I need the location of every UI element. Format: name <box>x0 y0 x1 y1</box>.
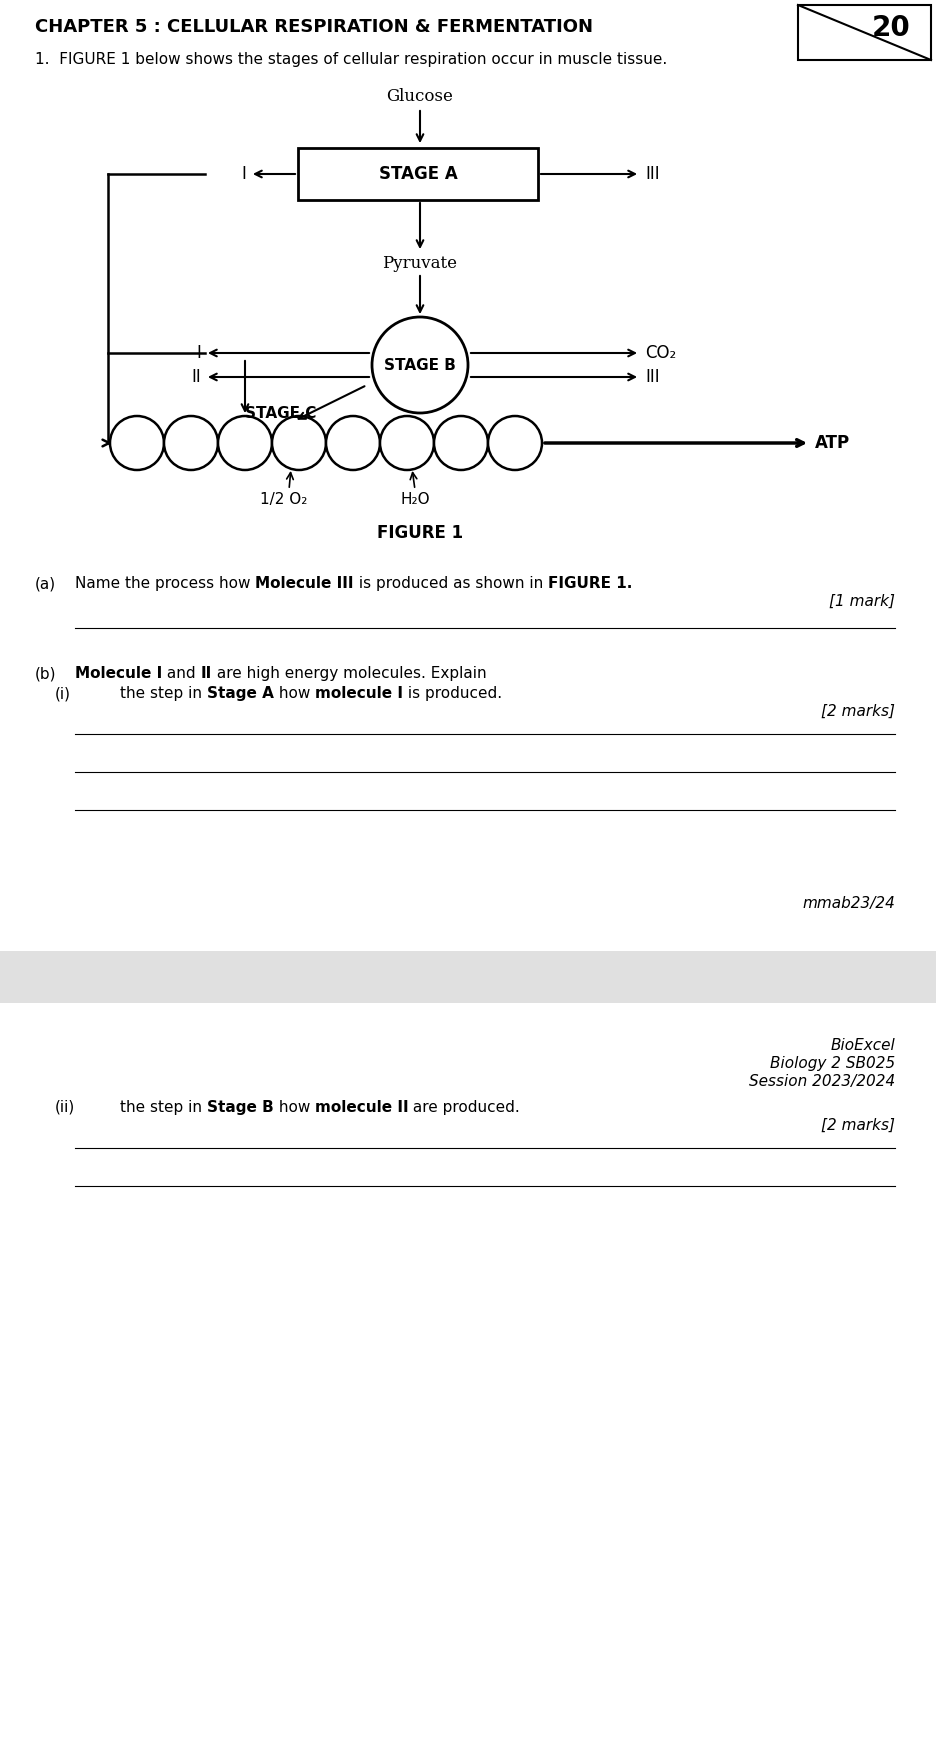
Text: H₂O: H₂O <box>401 493 430 507</box>
Text: how: how <box>273 685 315 701</box>
Text: FIGURE 1.: FIGURE 1. <box>548 577 633 591</box>
Text: is produced.: is produced. <box>403 685 502 701</box>
Text: BioExcel: BioExcel <box>830 1038 895 1054</box>
Text: 1/2 O₂: 1/2 O₂ <box>260 493 308 507</box>
Circle shape <box>326 415 380 470</box>
Circle shape <box>110 415 164 470</box>
Bar <box>798 5 931 60</box>
Text: molecule II: molecule II <box>314 1099 408 1115</box>
Text: 1.  FIGURE 1 below shows the stages of cellular respiration occur in muscle tiss: 1. FIGURE 1 below shows the stages of ce… <box>35 53 667 67</box>
Text: Stage A: Stage A <box>207 685 273 701</box>
Text: [1 mark]: [1 mark] <box>829 594 895 608</box>
Text: mmab23/24: mmab23/24 <box>802 896 895 912</box>
Text: (a): (a) <box>35 577 56 591</box>
Text: the step in: the step in <box>120 685 207 701</box>
Text: Molecule I: Molecule I <box>75 666 162 680</box>
Text: Session 2023/2024: Session 2023/2024 <box>749 1075 895 1089</box>
Text: STAGE A: STAGE A <box>379 165 458 182</box>
Text: molecule I: molecule I <box>315 685 403 701</box>
Text: STAGE C: STAGE C <box>245 407 316 421</box>
Text: II: II <box>191 368 201 386</box>
Circle shape <box>272 415 326 470</box>
Text: II: II <box>200 666 212 680</box>
Text: are produced.: are produced. <box>408 1099 520 1115</box>
Circle shape <box>218 415 272 470</box>
Text: III: III <box>645 165 660 182</box>
Text: Pyruvate: Pyruvate <box>383 254 458 272</box>
Text: Stage B: Stage B <box>207 1099 273 1115</box>
Text: how: how <box>273 1099 314 1115</box>
Text: CHAPTER 5 : CELLULAR RESPIRATION & FERMENTATION: CHAPTER 5 : CELLULAR RESPIRATION & FERME… <box>35 18 593 37</box>
Text: ATP: ATP <box>815 435 850 452</box>
Text: [2 marks]: [2 marks] <box>821 1118 895 1132</box>
Text: are high energy molecules. Explain: are high energy molecules. Explain <box>212 666 487 680</box>
Text: Name the process how: Name the process how <box>75 577 256 591</box>
Text: [2 marks]: [2 marks] <box>821 705 895 719</box>
Bar <box>298 147 538 200</box>
Text: I: I <box>197 344 201 363</box>
Text: FIGURE 1: FIGURE 1 <box>377 524 463 542</box>
Text: I: I <box>241 165 246 182</box>
Circle shape <box>164 415 218 470</box>
Text: the step in: the step in <box>120 1099 207 1115</box>
Text: Glucose: Glucose <box>387 88 453 105</box>
Text: 20: 20 <box>871 14 911 42</box>
Circle shape <box>434 415 488 470</box>
Text: Biology 2 SB025: Biology 2 SB025 <box>769 1055 895 1071</box>
Text: STAGE B: STAGE B <box>384 358 456 372</box>
Text: and: and <box>162 666 200 680</box>
Circle shape <box>488 415 542 470</box>
Text: Molecule III: Molecule III <box>256 577 354 591</box>
Text: (i): (i) <box>55 685 71 701</box>
Text: (ii): (ii) <box>55 1099 75 1115</box>
Text: CO₂: CO₂ <box>645 344 676 363</box>
Text: is produced as shown in: is produced as shown in <box>354 577 548 591</box>
Circle shape <box>372 317 468 414</box>
Text: III: III <box>645 368 660 386</box>
Bar <box>0 950 936 1003</box>
Text: (b): (b) <box>35 666 56 680</box>
Circle shape <box>380 415 434 470</box>
